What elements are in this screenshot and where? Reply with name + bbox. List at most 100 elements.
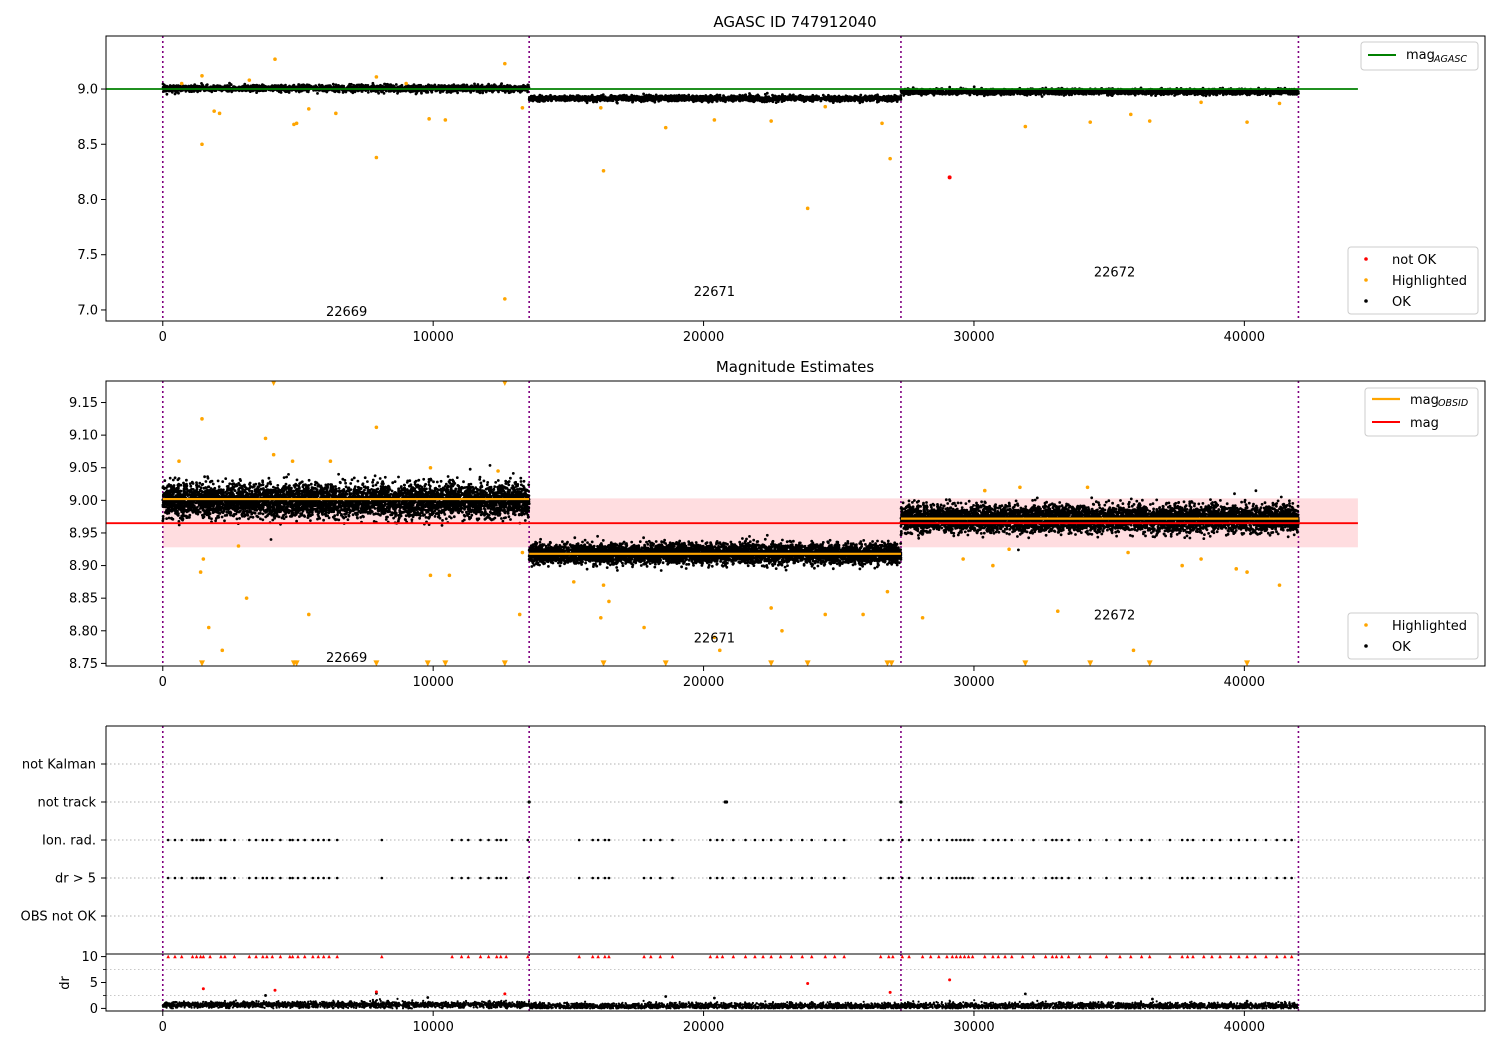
dr-clipped-marker	[590, 954, 595, 959]
dr-gt-5-point	[761, 876, 765, 880]
ion-rad-point	[1032, 838, 1035, 842]
ok-points-cloud	[527, 91, 903, 105]
highlighted-point	[1055, 609, 1060, 614]
ion-rad-point	[929, 838, 932, 842]
dr-gt-5-point	[303, 876, 307, 880]
dr-clipped-marker	[720, 954, 725, 959]
dr-gt-5-point	[732, 876, 735, 880]
dr-gt-5-point	[959, 876, 962, 880]
dr-gt-5-point	[1010, 876, 1014, 880]
dr-clipped-marker	[800, 954, 805, 959]
ion-rad-point	[173, 838, 177, 842]
dr-clipped-marker	[1253, 954, 1257, 959]
not-ok-point	[947, 175, 952, 180]
clipped-marker	[1244, 660, 1251, 666]
dr-clipped-marker	[290, 954, 295, 959]
dr-clipped-marker	[1050, 954, 1055, 959]
ion-rad-point	[921, 838, 924, 842]
dr-gt-5-point	[907, 876, 911, 880]
dr-gt-5-point	[1202, 876, 1206, 880]
ion-rad-point	[265, 838, 269, 842]
dr-gt-5-point	[769, 876, 773, 880]
dr-gt-5-point	[1051, 876, 1054, 880]
dr-clipped-marker	[982, 954, 987, 959]
dr-clipped-marker	[1147, 954, 1152, 959]
dr-clipped-marker	[302, 954, 307, 959]
dr-clipped-marker	[1003, 954, 1007, 959]
dr-gt-5-point	[173, 876, 177, 880]
highlighted-point	[503, 297, 507, 301]
highlighted-point	[1023, 124, 1028, 129]
dr-clipped-marker	[753, 954, 757, 959]
dr-gt-5-point	[1118, 876, 1122, 880]
ion-rad-point	[327, 838, 331, 842]
dr-clipped-marker	[1210, 954, 1214, 959]
dr-clipped-marker	[1139, 954, 1144, 959]
x-tick-label: 30000	[953, 330, 994, 345]
y-tick-label: 8.90	[69, 559, 98, 574]
dr-gt-5-point	[380, 876, 384, 880]
dr-gt-5-point	[199, 876, 202, 880]
highlighted-point	[780, 628, 784, 633]
ion-rad-point	[1021, 838, 1024, 842]
highlighted-point	[1180, 563, 1184, 568]
dr-clipped-marker	[970, 954, 975, 959]
dr-outlier-point	[888, 990, 892, 994]
dr-gt-5-point	[951, 876, 954, 880]
dr-clipped-marker	[928, 954, 933, 959]
highlighted-point	[179, 81, 184, 86]
ion-rad-point	[596, 838, 600, 842]
dr-clipped-marker	[966, 954, 971, 959]
legend-label: OK	[1392, 640, 1411, 655]
ion-rad-point	[223, 838, 227, 842]
obsid-label: 22669	[326, 305, 367, 320]
category-label: not track	[37, 796, 96, 811]
ion-rad-point	[1078, 838, 1081, 842]
highlighted-point	[217, 111, 222, 116]
highlighted-point	[503, 61, 507, 66]
dr-clipped-marker	[577, 954, 581, 959]
highlighted-point	[599, 615, 603, 620]
dr-gt-5-point	[967, 876, 970, 880]
dr-gt-5-point	[1218, 876, 1222, 880]
dr-clipped-marker	[486, 954, 491, 959]
dr-clipped-marker	[219, 954, 223, 959]
dr-gt-5-point	[335, 876, 339, 880]
legend-dot	[1364, 257, 1368, 261]
dr-clipped-marker	[254, 954, 258, 959]
dr-gt-5-point	[219, 876, 223, 880]
highlighted-point	[712, 635, 717, 640]
dr-gt-5-point	[790, 876, 793, 880]
clipped-marker	[888, 660, 895, 666]
clipped-marker	[501, 660, 508, 666]
dr-gt-5-point	[1229, 876, 1233, 880]
ion-rad-point	[971, 838, 974, 842]
dr-clipped-marker	[1218, 954, 1222, 959]
highlighted-point	[717, 648, 722, 653]
ion-rad-point	[1245, 838, 1249, 842]
dr-outlier-point	[201, 987, 205, 991]
ion-rad-point	[1191, 838, 1195, 842]
ion-rad-point	[487, 838, 490, 842]
ion-rad-point	[715, 838, 719, 842]
highlighted-point	[1088, 120, 1093, 124]
ion-rad-point	[467, 838, 470, 842]
ion-rad-point	[887, 838, 891, 842]
ion-rad-point	[279, 838, 282, 842]
dr-clipped-marker	[208, 954, 212, 959]
dr-clipped-marker	[1289, 954, 1294, 959]
magnitude-estimates-panel: Magnitude Estimates 22669 22671 22672 0 1000…	[69, 358, 1486, 690]
not-track-point	[899, 800, 903, 804]
dr-clipped-marker	[498, 954, 503, 959]
highlighted-point	[601, 583, 606, 587]
ion-rad-point	[195, 838, 198, 842]
dr-gt-5-point	[202, 876, 205, 880]
highlighted-point	[769, 606, 773, 610]
ok-points-cloud	[899, 85, 1300, 98]
ion-rad-point	[1283, 838, 1287, 842]
ion-rad-point	[526, 838, 530, 842]
magnitude-estimates-title: Magnitude Estimates	[716, 358, 874, 376]
dr-gt-5-point	[504, 876, 508, 880]
dr-gt-5-point	[921, 876, 924, 880]
y-tick-label: 8.85	[69, 592, 98, 607]
